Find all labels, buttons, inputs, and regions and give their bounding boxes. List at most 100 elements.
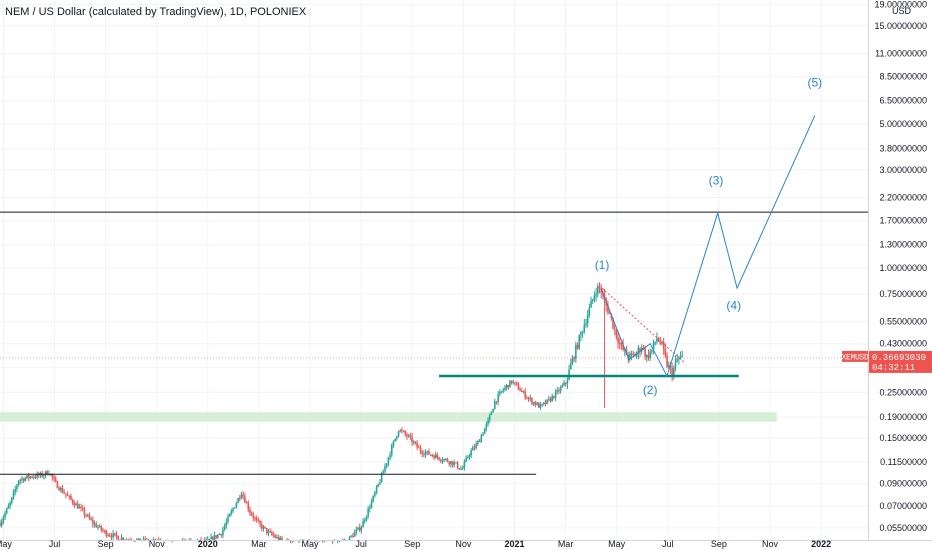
candle-body (112, 533, 114, 538)
candle-body (44, 471, 47, 476)
candle-body (392, 441, 395, 446)
candle-body (61, 487, 64, 493)
candle-body (468, 455, 471, 457)
candle-body (379, 482, 381, 484)
candle-body (85, 514, 87, 517)
candle-body (450, 461, 452, 465)
candle-body (563, 382, 565, 386)
candle-body (372, 495, 375, 502)
x-tick-label: Nov (762, 539, 779, 549)
price-axis[interactable]: 19.00000000 15.00000000 11.00000000 8.50000… (841, 0, 932, 550)
candle-body (31, 476, 33, 478)
candle-body (598, 286, 601, 289)
candle-body (549, 398, 552, 401)
candle-body (485, 423, 488, 429)
candle-body (264, 526, 266, 529)
price-axis-panel[interactable] (868, 0, 932, 550)
candle-body (509, 380, 511, 388)
candle-body (5, 508, 8, 514)
candle-body (613, 328, 616, 330)
candle-body (482, 433, 484, 436)
x-tick-label: May (302, 539, 320, 549)
candle-body (654, 341, 657, 343)
candle-body (225, 521, 228, 526)
candle-body (438, 457, 440, 460)
candle-body (267, 531, 270, 533)
candle-body (644, 348, 646, 357)
candle-body (2, 517, 5, 522)
candle-body (651, 349, 653, 352)
x-tick-label: Sep (711, 539, 727, 549)
candle-body (632, 353, 635, 355)
candle-body (424, 452, 427, 455)
candle-body (237, 498, 239, 503)
candle-body (656, 338, 658, 342)
candle-body (617, 337, 619, 344)
candle-body (521, 390, 523, 392)
candle-body (524, 391, 526, 398)
x-tick-label: Nov (455, 539, 472, 549)
candle-body (100, 525, 103, 530)
candle-body (380, 473, 383, 483)
candle-body (571, 357, 574, 364)
candle-body (659, 341, 662, 344)
candle-body (142, 539, 145, 541)
candle-body (612, 317, 614, 329)
candle-body (548, 398, 550, 400)
candle-body (472, 447, 474, 451)
last-price-label: 0.36693030 (872, 353, 926, 363)
candle-body (32, 476, 35, 478)
candle-body (274, 535, 277, 538)
candle-body (352, 535, 354, 537)
candle-body (21, 478, 23, 480)
candle-body (537, 402, 540, 408)
candle-body (51, 473, 54, 478)
candle-body (139, 538, 141, 540)
candle-body (597, 286, 599, 294)
candle-body (510, 380, 513, 384)
candle-body (257, 520, 260, 522)
candle-body (630, 353, 633, 355)
symbol-tag-text: XEMUSD (841, 353, 869, 362)
candle-body (618, 343, 621, 345)
candle-body (114, 533, 116, 535)
candle-body (488, 414, 491, 420)
candle-body (595, 293, 597, 296)
candle-body (637, 348, 640, 354)
candle-body (110, 535, 113, 538)
x-tick-label: May (608, 539, 626, 549)
candle-body (73, 502, 76, 506)
candle-body (93, 523, 96, 525)
candle-body (382, 471, 385, 474)
candle-body (551, 395, 554, 401)
candle-body (137, 538, 140, 540)
candle-body (377, 483, 380, 487)
candle-body (245, 502, 248, 504)
candle-body (208, 539, 211, 541)
candle-body (370, 501, 373, 508)
candle-body (218, 534, 221, 536)
candle-body (593, 295, 596, 300)
candle-body (115, 533, 118, 537)
x-tick-label: 2021 (504, 539, 524, 549)
candle-body (27, 475, 30, 478)
candle-body (387, 457, 390, 464)
candle-body (71, 499, 74, 503)
candle-body (259, 521, 261, 525)
y-tick-label: 1.70000000 (879, 216, 927, 226)
y-tick-label: 3.80000000 (879, 144, 927, 154)
y-tick-label: 0.11500000 (880, 457, 927, 467)
candle-body (353, 532, 356, 537)
candle-body (14, 488, 16, 492)
candle-body (431, 454, 434, 456)
candle-body (63, 492, 65, 494)
candle-body (34, 476, 37, 478)
candle-body (463, 461, 466, 468)
candle-body (585, 323, 587, 325)
candle-body (466, 456, 469, 458)
x-tick-label: Sep (404, 539, 420, 549)
y-tick-label: 15.00000000 (874, 21, 927, 31)
time-axis[interactable]: May Jul Sep Nov 2020 Mar May Jul Sep Nov 2021 Mar Ma… (0, 539, 932, 549)
x-tick-label: 2020 (198, 539, 218, 549)
